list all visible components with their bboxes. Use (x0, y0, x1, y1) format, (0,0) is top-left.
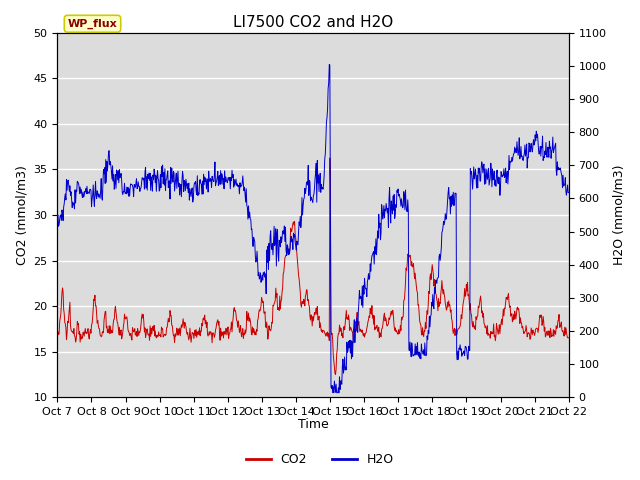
Legend: CO2, H2O: CO2, H2O (241, 448, 399, 471)
X-axis label: Time: Time (298, 419, 328, 432)
Y-axis label: H2O (mmol/m3): H2O (mmol/m3) (612, 165, 625, 265)
Title: LI7500 CO2 and H2O: LI7500 CO2 and H2O (233, 15, 393, 30)
Y-axis label: CO2 (mmol/m3): CO2 (mmol/m3) (15, 165, 28, 265)
Text: WP_flux: WP_flux (68, 19, 117, 29)
